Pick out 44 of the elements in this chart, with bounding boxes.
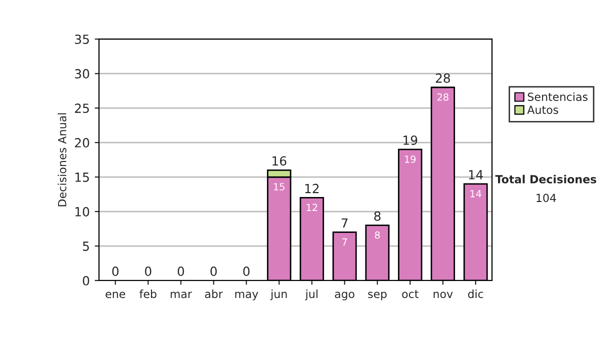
y-tick-label: 25	[74, 104, 89, 113]
x-tick-label: feb	[139, 290, 156, 298]
total-label: 19	[404, 136, 418, 145]
total-label: 0	[112, 266, 119, 276]
text: 104	[536, 194, 556, 202]
y-tick-label: 5	[82, 242, 89, 251]
x-tick-label: may	[235, 292, 258, 300]
data-label: 8	[374, 231, 380, 239]
y-tick-label: 15	[75, 172, 89, 182]
total-label: 0	[210, 266, 217, 276]
total-label: 16	[272, 156, 286, 166]
x-tick-label: jun	[270, 290, 287, 300]
total-label: 0	[144, 266, 152, 276]
x-tick-label: oct	[402, 290, 418, 298]
total-label: 7	[342, 218, 348, 228]
x-tick-label: ene	[106, 292, 126, 298]
y-tick-label: 10	[75, 207, 90, 216]
y-tick-label: 0	[82, 276, 90, 286]
total-label: 12	[305, 184, 319, 194]
data-label: 19	[405, 155, 416, 163]
text: Total Decisiones	[495, 174, 596, 184]
total-label: 28	[436, 73, 450, 83]
x-tick-label: ago	[334, 292, 354, 300]
data-label: 28	[437, 93, 448, 101]
y-tick-label: 35	[75, 34, 89, 44]
y-axis-title: Decisiones Anual	[58, 113, 66, 206]
x-tick-label: nov	[434, 292, 453, 298]
total-label: 8	[374, 211, 380, 221]
total-label: 0	[243, 266, 250, 276]
data-label: 14	[470, 190, 482, 198]
data-label: 7	[342, 238, 347, 246]
x-tick-label: sep	[368, 292, 387, 300]
x-tick-label: jul	[305, 290, 318, 300]
x-tick-label: abr	[205, 290, 223, 298]
x-tick-label: mar	[170, 292, 192, 298]
total-label: 14	[469, 170, 483, 180]
y-tick-label: 30	[75, 69, 90, 79]
total-label: 0	[178, 266, 184, 276]
legend-label: Autos	[527, 106, 558, 114]
data-label: 15	[274, 183, 284, 190]
legend-label: Sentencias	[528, 92, 588, 102]
data-label: 12	[306, 204, 318, 211]
y-tick-label: 20	[74, 138, 90, 148]
x-tick-label: dic	[468, 290, 484, 298]
